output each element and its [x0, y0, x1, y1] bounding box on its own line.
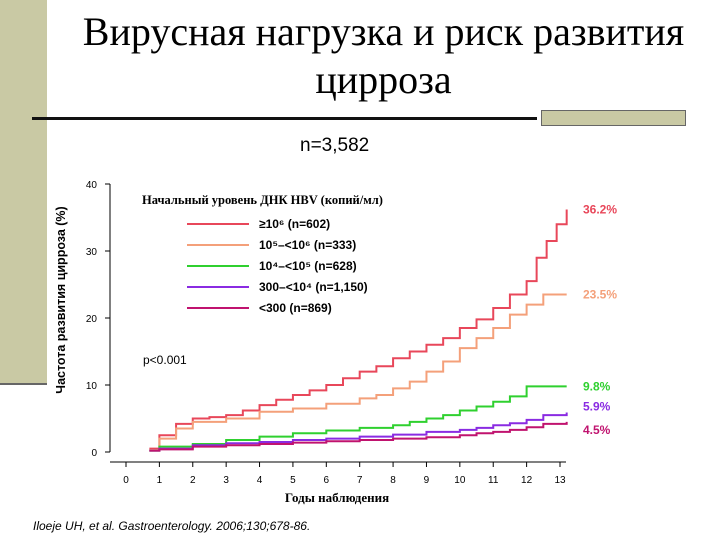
- series-line: [149, 385, 567, 452]
- x-tick-label: 3: [223, 475, 229, 486]
- legend-item: <300 (n=869): [130, 297, 383, 318]
- title-accent-box: [541, 110, 686, 126]
- legend: Начальный уровень ДНК HBV (копий/мл) ≥10…: [130, 193, 383, 318]
- x-tick-label: 10: [454, 475, 466, 486]
- sample-size: n=3,582: [300, 135, 370, 156]
- x-axis-label: Годы наблюдения: [285, 490, 389, 505]
- left-accent-bar: [0, 0, 47, 385]
- y-tick-label: 30: [86, 247, 98, 258]
- series-end-label: 23.5%: [583, 288, 617, 302]
- y-tick-label: 20: [86, 314, 98, 325]
- x-tick-label: 13: [554, 475, 566, 486]
- legend-swatch: [187, 243, 249, 246]
- series-line: [149, 209, 568, 450]
- x-tick-label: 4: [257, 475, 263, 486]
- x-tick-label: 0: [123, 475, 129, 486]
- legend-swatch: [187, 264, 249, 267]
- y-tick-label: 0: [91, 448, 97, 459]
- title-divider: [32, 117, 537, 120]
- series-line: [149, 293, 567, 451]
- legend-swatch: [187, 222, 249, 225]
- x-tick-label: 9: [424, 475, 430, 486]
- x-tick-label: 5: [290, 475, 296, 486]
- legend-item: 300–<10⁴ (n=1,150): [130, 276, 383, 297]
- left-accent-rule: [0, 383, 47, 385]
- slide-title: Вирусная нагрузка и риск развития цирроз…: [47, 8, 720, 104]
- x-tick-label: 2: [190, 475, 196, 486]
- y-tick-label: 40: [86, 180, 98, 191]
- legend-item: 10⁴–<10⁵ (n=628): [130, 255, 383, 276]
- legend-label: <300 (n=869): [259, 300, 332, 315]
- series-end-label: 5.9%: [583, 399, 611, 413]
- p-value: p<0.001: [143, 353, 187, 367]
- legend-item: ≥10⁶ (n=602): [130, 213, 383, 234]
- legend-item: 10⁵–<10⁶ (n=333): [130, 234, 383, 255]
- series-end-label: 4.5%: [583, 423, 611, 437]
- slide-title-line1: Вирусная нагрузка и риск развития: [82, 9, 685, 54]
- legend-label: 10⁵–<10⁶ (n=333): [259, 237, 357, 252]
- x-tick-label: 7: [357, 475, 363, 486]
- legend-title: Начальный уровень ДНК HBV (копий/мл): [142, 193, 383, 207]
- legend-label: ≥10⁶ (n=602): [259, 216, 331, 231]
- legend-label: 10⁴–<10⁵ (n=628): [259, 258, 357, 273]
- x-tick-label: 6: [324, 475, 330, 486]
- legend-swatch: [187, 306, 249, 309]
- y-tick-label: 10: [86, 381, 98, 392]
- x-tick-label: 1: [157, 475, 163, 486]
- x-tick-label: 12: [521, 475, 533, 486]
- series-end-label: 9.8%: [583, 379, 611, 393]
- series-end-label: 36.2%: [583, 202, 617, 216]
- x-tick-label: 11: [488, 475, 499, 486]
- series-line: [149, 421, 568, 452]
- x-tick-label: 8: [390, 475, 396, 486]
- slide-title-line2: цирроза: [315, 57, 452, 102]
- citation: Iloeje UH, et al. Gastroenterology. 2006…: [33, 519, 311, 533]
- legend-items: ≥10⁶ (n=602) 10⁵–<10⁶ (n=333) 10⁴–<10⁵ (n=…: [130, 213, 383, 318]
- legend-swatch: [187, 285, 249, 288]
- legend-label: 300–<10⁴ (n=1,150): [259, 279, 368, 294]
